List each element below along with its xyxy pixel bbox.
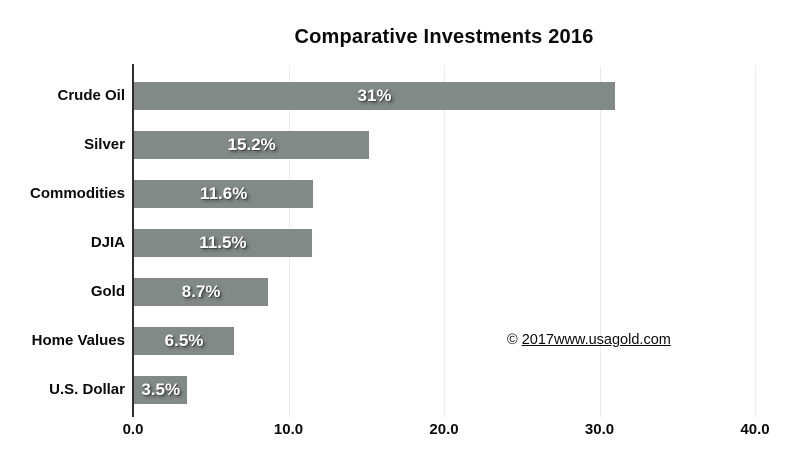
copyright-link[interactable]: 2017www.usagold.com (521, 332, 671, 348)
category-label: Home Values (31, 332, 125, 349)
bar: 15.2% (134, 131, 370, 159)
y-axis-line (132, 64, 134, 417)
category-label: U.S. Dollar (49, 381, 125, 398)
bar: 3.5% (134, 376, 188, 404)
x-tick-label: 0.0 (122, 421, 144, 438)
copyright-symbol: © (507, 332, 522, 348)
x-tick-label: 40.0 (740, 421, 770, 438)
chart-title: Comparative Investments 2016 (294, 26, 594, 48)
x-tick-label: 20.0 (429, 421, 459, 438)
bar-value-label: 11.5% (199, 233, 247, 252)
x-tick-label: 30.0 (584, 421, 615, 438)
category-label: Crude Oil (57, 87, 125, 104)
bar-value-label: 3.5% (141, 380, 181, 399)
bar: 8.7% (134, 278, 269, 306)
bar-row: DJIA 11.5% (0, 229, 800, 257)
bar-value-label: 8.7% (181, 282, 221, 301)
category-label: Commodities (29, 185, 125, 202)
copyright-note: © 2017www.usagold.com (507, 332, 671, 348)
bar-value-label: 6.5% (164, 331, 204, 350)
category-label: DJIA (90, 234, 125, 251)
bar-value-label: 15.2% (227, 135, 276, 154)
bar-row: U.S. Dollar 3.5% (0, 376, 800, 404)
bar-row: Crude Oil 31% (0, 82, 800, 110)
gridline (444, 66, 445, 417)
category-label: Gold (90, 283, 125, 300)
bar: 11.5% (134, 229, 312, 257)
gridline (599, 66, 601, 417)
bar-value-label: 11.6% (200, 184, 248, 203)
bar-row: Silver 15.2% (0, 131, 800, 159)
bar: 31% (134, 82, 616, 110)
category-label: Silver (84, 136, 125, 153)
gridline (755, 66, 756, 417)
bar: 11.6% (134, 180, 314, 208)
x-tick-label: 10.0 (273, 421, 304, 438)
bar-row: Home Values 6.5% (0, 327, 800, 355)
bar-row: Commodities 11.6% (0, 180, 800, 208)
bar-value-label: 31% (357, 86, 392, 105)
bar: 6.5% (134, 327, 235, 355)
bar-row: Gold 8.7% (0, 278, 800, 306)
